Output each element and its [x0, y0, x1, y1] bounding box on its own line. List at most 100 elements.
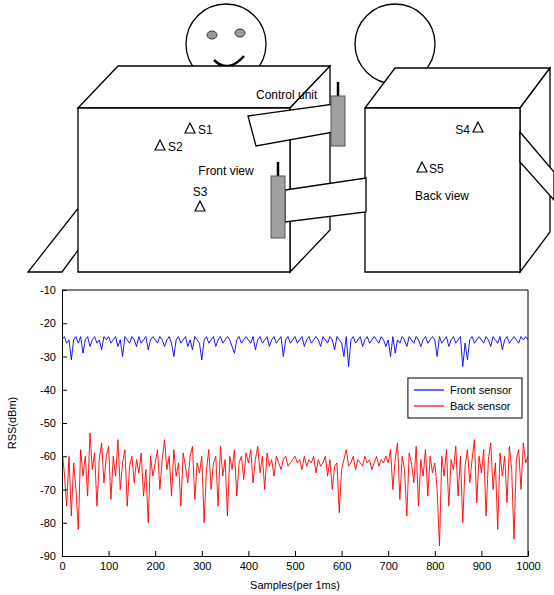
arm: [520, 132, 554, 200]
tick-mark: [62, 357, 67, 358]
label: S3: [193, 185, 208, 199]
tick: -10: [40, 284, 67, 296]
sensor-marker: [155, 140, 165, 150]
tick: -80: [40, 517, 67, 529]
antenna: [337, 82, 340, 96]
sensor-marker: [417, 162, 427, 172]
plot-frame: [62, 290, 528, 556]
tick: 300: [193, 551, 211, 572]
tick-mark: [202, 551, 203, 556]
line: [62, 433, 528, 546]
tick: -90: [40, 550, 67, 562]
tick-label: -90: [40, 550, 56, 562]
chart: 0 100 200 300 400 500 600 700 800 900 1000 -90 -80 -7…: [6, 284, 541, 591]
tick-mark: [62, 423, 67, 424]
arm: [248, 104, 334, 146]
control-unit: [331, 96, 345, 146]
tick: 400: [240, 551, 258, 572]
label: Control unit: [256, 88, 318, 102]
tick: 1000: [516, 551, 540, 572]
tick: -50: [40, 417, 67, 429]
tick-mark: [435, 551, 436, 556]
axis-line: [63, 556, 529, 557]
plot-background: [62, 290, 528, 556]
body-side: [365, 68, 550, 108]
series-group: [62, 337, 528, 546]
tick-label: -30: [40, 351, 56, 363]
tick-label: 700: [380, 560, 398, 572]
tick-mark: [62, 556, 67, 557]
tick-label: -80: [40, 517, 56, 529]
tick: 100: [100, 551, 118, 572]
tick-label: 1000: [516, 560, 540, 572]
tick-label: 400: [240, 560, 258, 572]
legend: Front sensorBack sensor: [408, 378, 522, 418]
tick: 500: [286, 551, 304, 572]
diagram: Control unit S1 S2 S3 Front view S4 S5 Back vie…: [28, 4, 554, 272]
label: S1: [198, 123, 213, 137]
antenna: [277, 162, 280, 176]
axis-title: Samples(per 1ms): [250, 579, 340, 591]
tick-label: -10: [40, 284, 56, 296]
tick-label: -70: [40, 484, 56, 496]
tick-label: -20: [40, 317, 56, 329]
tick-mark: [109, 551, 110, 556]
legend-label: Front sensor: [450, 384, 512, 396]
sensor-marker: [195, 201, 205, 211]
tick-mark: [528, 551, 529, 556]
legend-swatch: [414, 405, 444, 406]
tick-label: 500: [286, 560, 304, 572]
tick: 800: [426, 551, 444, 572]
tick-mark: [62, 490, 67, 491]
label: S5: [429, 162, 444, 176]
tick-mark: [62, 390, 67, 391]
tick-mark: [155, 551, 156, 556]
label: S4: [455, 123, 470, 137]
control-unit: [271, 176, 285, 238]
tick-mark: [342, 551, 343, 556]
legend-box: [408, 378, 522, 418]
tick-label: 800: [426, 560, 444, 572]
axis: 0 100 200 300 400 500 600 700 800 900 1000: [59, 551, 540, 572]
tick-mark: [388, 551, 389, 556]
tick-mark: [62, 323, 67, 324]
eye: [235, 29, 245, 37]
tick-mark: [481, 551, 482, 556]
tick-label: 600: [333, 560, 351, 572]
tick: -70: [40, 484, 67, 496]
tick-mark: [248, 551, 249, 556]
eye: [207, 31, 217, 39]
tick: -20: [40, 317, 67, 329]
tick: 600: [333, 551, 351, 572]
tick-label: 100: [100, 560, 118, 572]
arm: [285, 178, 366, 222]
tick: -40: [40, 384, 67, 396]
tick-label: -60: [40, 450, 56, 462]
front-figure: Control unit S1 S2 S3 Front view: [28, 4, 345, 272]
tick: 700: [380, 551, 398, 572]
axis: -90 -80 -70 -60 -50 -40 -30 -20 -10: [40, 284, 67, 562]
body-side: [78, 66, 330, 108]
tick-label: 900: [473, 560, 491, 572]
tick-mark: [62, 456, 67, 457]
smile: [214, 56, 244, 66]
label: S2: [168, 140, 183, 154]
tick: -30: [40, 351, 67, 363]
tick-mark: [62, 523, 67, 524]
tick-label: 0: [59, 560, 65, 572]
tick-mark: [62, 290, 67, 291]
axis-title: RSS(dBm): [6, 397, 18, 450]
legend-swatch: [414, 389, 444, 390]
label: Back view: [415, 189, 469, 203]
tick-label: -40: [40, 384, 56, 396]
back-figure: S4 S5 Back view: [271, 4, 554, 272]
tick-label: 200: [147, 560, 165, 572]
sensor-marker: [185, 123, 195, 133]
tick-mark: [295, 551, 296, 556]
label: Front view: [198, 164, 254, 178]
sensor-marker: [473, 122, 483, 132]
body-front: [365, 108, 520, 272]
figure: Control unit S1 S2 S3 Front view S4 S5 Back vie…: [0, 0, 554, 595]
tick: 200: [147, 551, 165, 572]
tick-label: -50: [40, 417, 56, 429]
